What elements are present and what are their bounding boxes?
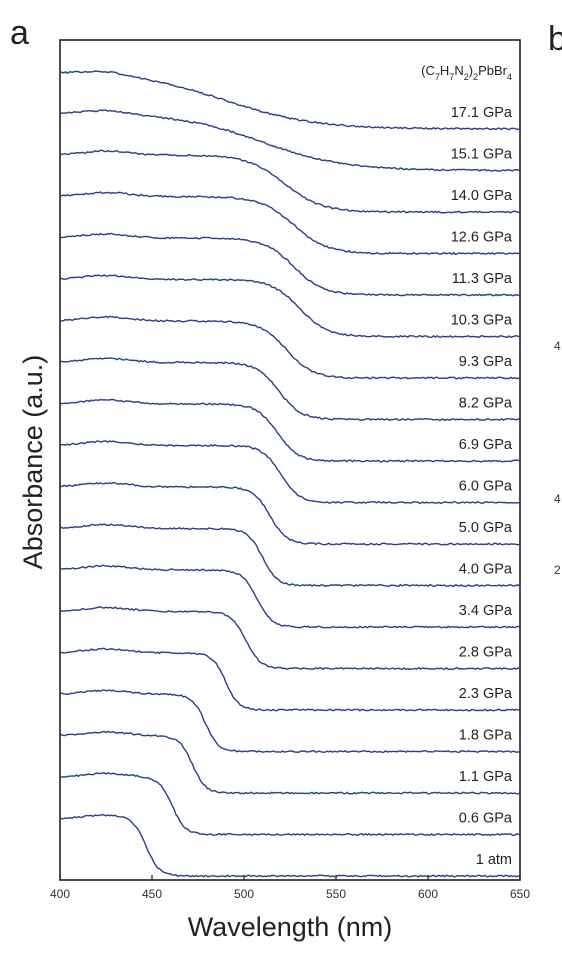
curve-labels: 1 atm 0.6 GPa 1.1 GPa 1.8 GPa 2.3 GPa 2.8 GPa… [451, 105, 513, 868]
x-axis-title: Wavelength (nm) [188, 912, 393, 942]
spectrum-line [59, 109, 521, 172]
spectrum-line [59, 772, 521, 836]
spectrum-line [59, 357, 521, 421]
curve-label: 4.0 GPa [459, 562, 513, 578]
spectrum-line [59, 440, 521, 504]
curve-label: 2.3 GPa [459, 686, 513, 702]
panel-label-a: a [10, 14, 29, 52]
curve-label: 3.4 GPa [459, 603, 513, 619]
curve-label: 12.6 GPa [451, 230, 513, 246]
right-panel-fragment: 2 [554, 563, 561, 577]
y-axis-title: Absorbance (a.u.) [18, 355, 48, 570]
x-tick-label: 450 [142, 887, 162, 901]
plot-frame [59, 39, 521, 881]
spectrum-line [59, 70, 521, 131]
spectrum-line [59, 398, 521, 463]
curve-label: 17.1 GPa [451, 105, 513, 121]
spectrum-line [59, 523, 521, 587]
curve-label: 8.2 GPa [459, 396, 513, 412]
x-tick-label: 500 [234, 887, 254, 901]
curve-label: 1.8 GPa [459, 728, 513, 744]
right-panel-fragment: 4 [554, 339, 561, 353]
right-panel-fragments: 4 4 2 [554, 339, 561, 577]
curve-label: 5.0 GPa [459, 520, 513, 536]
curve-label: 15.1 GPa [451, 147, 513, 163]
x-tick-label: 600 [418, 887, 438, 901]
curve-label: 0.6 GPa [459, 811, 513, 827]
spectrum-line [59, 481, 521, 546]
spectrum-line [59, 274, 521, 338]
compound-formula: (C7H7N2)2PbBr4 [421, 63, 512, 82]
spectra-curves [59, 70, 521, 878]
curve-label: 6.9 GPa [459, 437, 513, 453]
x-tick-label: 400 [50, 887, 70, 901]
spectrum-line [59, 315, 521, 380]
spectrum-line [59, 689, 521, 753]
curve-label: 1.1 GPa [459, 769, 513, 785]
x-tick-label: 650 [510, 887, 530, 901]
curve-label: 6.0 GPa [459, 479, 513, 495]
curve-label: 11.3 GPa [452, 271, 513, 287]
x-tick-label: 550 [326, 887, 346, 901]
spectrum-line [59, 606, 521, 670]
curve-label: 9.3 GPa [459, 354, 513, 370]
curve-label: 14.0 GPa [451, 188, 513, 204]
right-panel-fragment: 4 [554, 492, 561, 506]
x-axis-ticks: 400 450 500 550 600 650 [50, 875, 530, 901]
panel-label-b: b [548, 20, 562, 58]
curve-label: 10.3 GPa [451, 313, 513, 329]
curve-label: 1 atm [476, 852, 512, 868]
spectrum-line [59, 191, 521, 255]
spectrum-line [59, 813, 521, 878]
spectrum-line [60, 564, 521, 629]
curve-label: 2.8 GPa [459, 645, 513, 661]
spectrum-line [59, 730, 521, 795]
spectrum-line [59, 647, 521, 712]
spectrum-line [59, 232, 521, 297]
spectrum-line [59, 149, 521, 214]
